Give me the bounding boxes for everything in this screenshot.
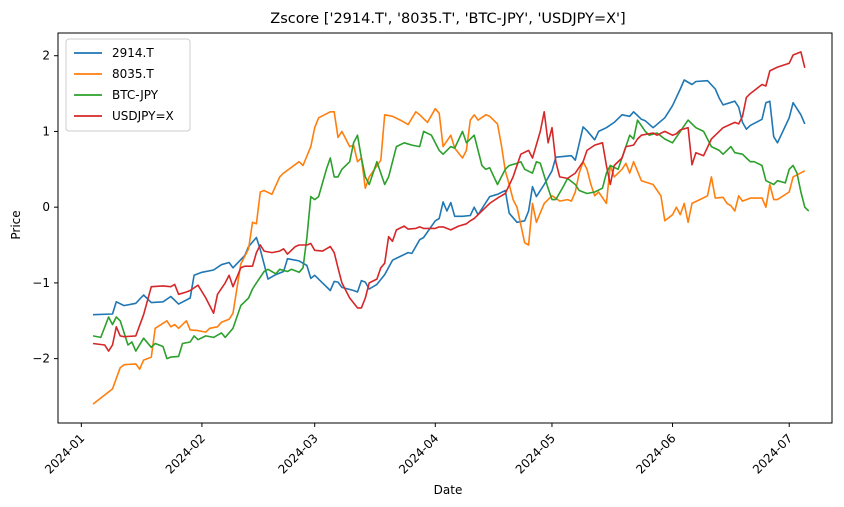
series-line-usdjpy-x (92, 51, 806, 352)
x-axis-label: Date (434, 483, 463, 497)
y-tick-label: 0 (42, 200, 50, 214)
y-tick-label: 1 (42, 124, 50, 138)
legend: 2914.T 8035.T BTC-JPY USDJPY=X (65, 38, 191, 132)
legend-label: 2914.T (112, 46, 154, 60)
series-line-8035-t (92, 107, 806, 405)
y-tick-label: −2 (32, 352, 50, 366)
legend-label: BTC-JPY (112, 88, 159, 102)
legend-label: 8035.T (112, 67, 154, 81)
plot-lines (92, 51, 810, 405)
legend-box (65, 38, 191, 132)
plot-frame (57, 32, 833, 424)
y-tick-label: −1 (32, 276, 50, 290)
series-line-btc-jpy (92, 119, 810, 360)
y-axis: −2 −1 0 1 2 (32, 49, 58, 366)
legend-label: USDJPY=X (112, 109, 174, 123)
y-tick-label: 2 (42, 49, 50, 63)
chart-title: Zscore ['2914.T', '8035.T', 'BTC-JPY', '… (270, 11, 625, 27)
y-axis-label: Price (9, 210, 23, 239)
